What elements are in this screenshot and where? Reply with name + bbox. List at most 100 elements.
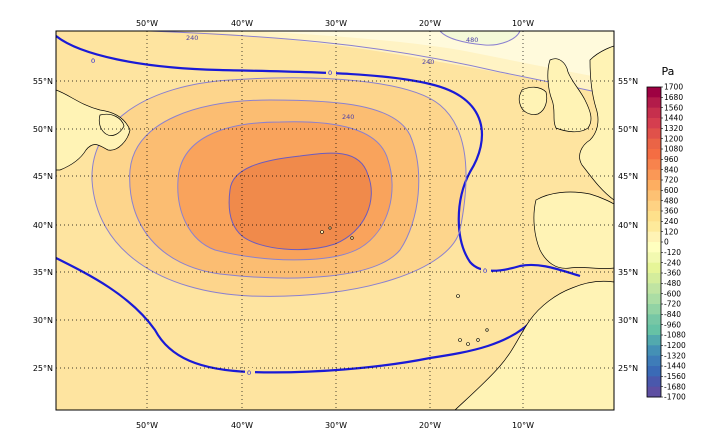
colorbar-swatch (647, 231, 661, 243)
lat-label-left: 40°N (33, 221, 53, 230)
lon-labels-bottom: 50°W 40°W 30°W 20°W 10°W (136, 421, 534, 430)
contour-label-240-3: 240 (422, 58, 434, 66)
colorbar-label: -480 (664, 279, 681, 288)
lat-label-left: 25°N (33, 364, 53, 373)
colorbar-swatch (647, 169, 661, 181)
colorbar-swatch (647, 366, 661, 377)
island-canary-2 (466, 342, 470, 346)
lon-label-bottom: 30°W (325, 421, 347, 430)
colorbar-swatch (647, 293, 661, 305)
lat-label-right: 40°N (618, 221, 638, 230)
lat-label-left: 55°N (33, 77, 53, 86)
lat-label-left: 30°N (33, 316, 53, 325)
lat-label-right: 30°N (618, 316, 638, 325)
colorbar-label: -120 (664, 248, 681, 257)
colorbar-label: 1080 (664, 145, 683, 154)
island-canary-3 (476, 338, 480, 342)
island-canary-1 (458, 338, 462, 342)
map-frame (55, 30, 615, 411)
colorbar-swatch (647, 386, 661, 398)
colorbar-label: 0 (664, 238, 669, 247)
colorbar-label: 1200 (664, 134, 683, 143)
colorbar-label: 480 (664, 196, 679, 205)
colorbar-labels: 1700168015601440132012001080960840720600… (661, 83, 686, 402)
colorbar-swatch (647, 211, 661, 222)
colorbar-label: -600 (664, 289, 681, 298)
colorbar-swatches (647, 87, 661, 398)
lat-label-right: 55°N (618, 77, 638, 86)
colorbar-swatch (647, 252, 661, 264)
lat-labels-right: 55°N 50°N 45°N 40°N 35°N 30°N 25°N (618, 77, 638, 373)
island-azores-1 (320, 230, 324, 234)
colorbar-swatch (647, 138, 661, 150)
colorbar-label: 1320 (664, 124, 683, 133)
colorbar-swatch (647, 324, 661, 336)
colorbar-label: -1680 (664, 382, 686, 391)
contour-label-zero-4: 0 (247, 369, 251, 377)
colorbar-label: 960 (664, 155, 679, 164)
colorbar-label: 1440 (664, 114, 683, 123)
lat-label-left: 50°N (33, 125, 53, 134)
colorbar-swatch (647, 149, 661, 160)
island-azores-2 (328, 226, 332, 230)
lon-label-top: 50°W (136, 19, 158, 28)
lon-label-bottom: 20°W (419, 421, 441, 430)
colorbar-swatch (647, 304, 661, 315)
colorbar-label: 720 (664, 176, 679, 185)
colorbar-label: 1700 (664, 83, 683, 92)
contour-120 (91, 77, 467, 297)
land-iberia (533, 191, 614, 269)
lon-label-bottom: 40°W (231, 421, 253, 430)
colorbar: Pa 1700168015601440132012001080960840720… (646, 65, 686, 402)
lat-labels-left: 55°N 50°N 45°N 40°N 35°N 30°N 25°N (33, 77, 53, 373)
graticule (56, 31, 614, 410)
colorbar-label: 240 (664, 217, 679, 226)
colorbar-label: -1200 (664, 341, 686, 350)
contour-labels: 0 0 0 0 240 240 240 480 (89, 34, 491, 377)
colorbar-swatch (647, 87, 661, 98)
field-negative-480 (440, 31, 520, 45)
colorbar-label: -960 (664, 320, 681, 329)
colorbar-label: -1560 (664, 372, 686, 381)
colorbar-label: -360 (664, 269, 681, 278)
colorbar-swatch (647, 345, 661, 357)
land-africa (454, 280, 614, 410)
contour-label-240-1: 240 (342, 113, 354, 121)
contour-label-240-2: 240 (186, 34, 198, 42)
colorbar-label: -1440 (664, 362, 686, 371)
land-layer (56, 45, 614, 410)
colorbar-label: 1560 (664, 103, 683, 112)
colorbar-label: -840 (664, 310, 681, 319)
lat-label-right: 50°N (618, 125, 638, 134)
lon-labels-top: 50°W 40°W 30°W 20°W 10°W (136, 19, 534, 28)
contour-360 (177, 121, 393, 261)
contour-label-zero-3: 0 (483, 267, 487, 275)
colorbar-label: 360 (664, 207, 679, 216)
lat-label-left: 35°N (33, 268, 53, 277)
lon-label-top: 20°W (419, 19, 441, 28)
colorbar-label: -1320 (664, 351, 686, 360)
colorbar-swatch (647, 314, 661, 326)
contour-label-480: 480 (466, 36, 478, 44)
colorbar-label: 1680 (664, 93, 683, 102)
colorbar-swatch (647, 283, 661, 295)
colorbar-swatch (647, 200, 661, 212)
colorbar-label: -1700 (664, 393, 686, 402)
lon-label-top: 40°W (231, 19, 253, 28)
map-panel: 0 0 0 0 240 240 240 480 (56, 31, 614, 410)
colorbar-label: 600 (664, 186, 679, 195)
colorbar-swatch (647, 97, 661, 109)
lon-label-top: 30°W (325, 19, 347, 28)
colorbar-swatch (647, 335, 661, 346)
lon-label-bottom: 10°W (512, 421, 534, 430)
colorbar-swatch (647, 273, 661, 284)
colorbar-swatch (647, 118, 661, 129)
island-canary-4 (485, 328, 489, 332)
island-madeira (456, 294, 460, 298)
colorbar-unit: Pa (662, 65, 675, 78)
field-band-480 (229, 153, 372, 250)
lat-label-right: 25°N (618, 364, 638, 373)
contour-neg-480 (439, 31, 521, 46)
islands-layer (320, 226, 489, 346)
